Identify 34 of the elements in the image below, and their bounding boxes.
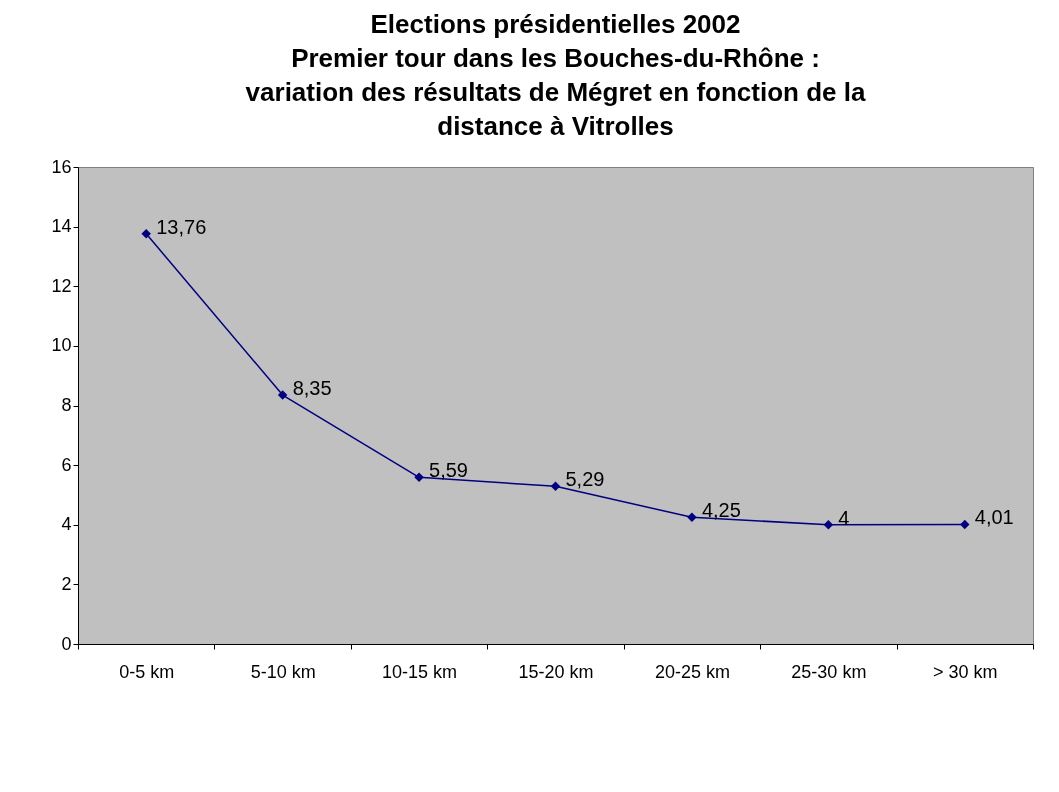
x-tick-label: 25-30 km: [791, 661, 867, 682]
y-tick-label: 2: [61, 573, 72, 594]
text: Elections présidentielles 2002: [370, 9, 741, 39]
y-tick-label: 6: [61, 454, 72, 475]
data-label: 5,29: [565, 468, 605, 491]
data-label: 4,01: [974, 506, 1014, 529]
data-label: 4: [838, 506, 850, 529]
y-tick-label: 0: [61, 633, 72, 654]
data-label: 13,76: [156, 215, 207, 238]
point: [550, 481, 561, 492]
y-tick-label: 14: [51, 216, 72, 237]
data-label: 4,25: [701, 499, 741, 522]
text: distance à Vitrolles: [437, 111, 674, 141]
y-tick-label: 10: [51, 335, 72, 356]
x-tick-label: > 30 km: [933, 661, 998, 682]
text: Premier tour dans les Bouches-du-Rhône :: [291, 43, 820, 73]
x-tick-label: 0-5 km: [119, 661, 175, 682]
point: [414, 472, 424, 483]
text: variation des résultats de Mégret en fonction de la: [245, 77, 866, 107]
point: [141, 229, 151, 239]
x-tick-label: 20-25 km: [654, 661, 730, 682]
point: [277, 390, 288, 400]
data-label: 5,59: [429, 459, 469, 482]
x-tick-label: 10-15 km: [382, 661, 458, 682]
point: [687, 512, 697, 523]
y-tick-label: 16: [51, 156, 72, 177]
y-tick-label: 12: [51, 275, 72, 296]
point: [960, 519, 970, 530]
x-tick-label: 5-10 km: [250, 661, 316, 682]
y-tick-label: 8: [61, 395, 72, 415]
x-tick-label: 15-20 km: [518, 661, 594, 682]
data-label: 8,35: [292, 377, 332, 400]
point: [823, 520, 834, 530]
y-tick-label: 4: [61, 514, 72, 535]
